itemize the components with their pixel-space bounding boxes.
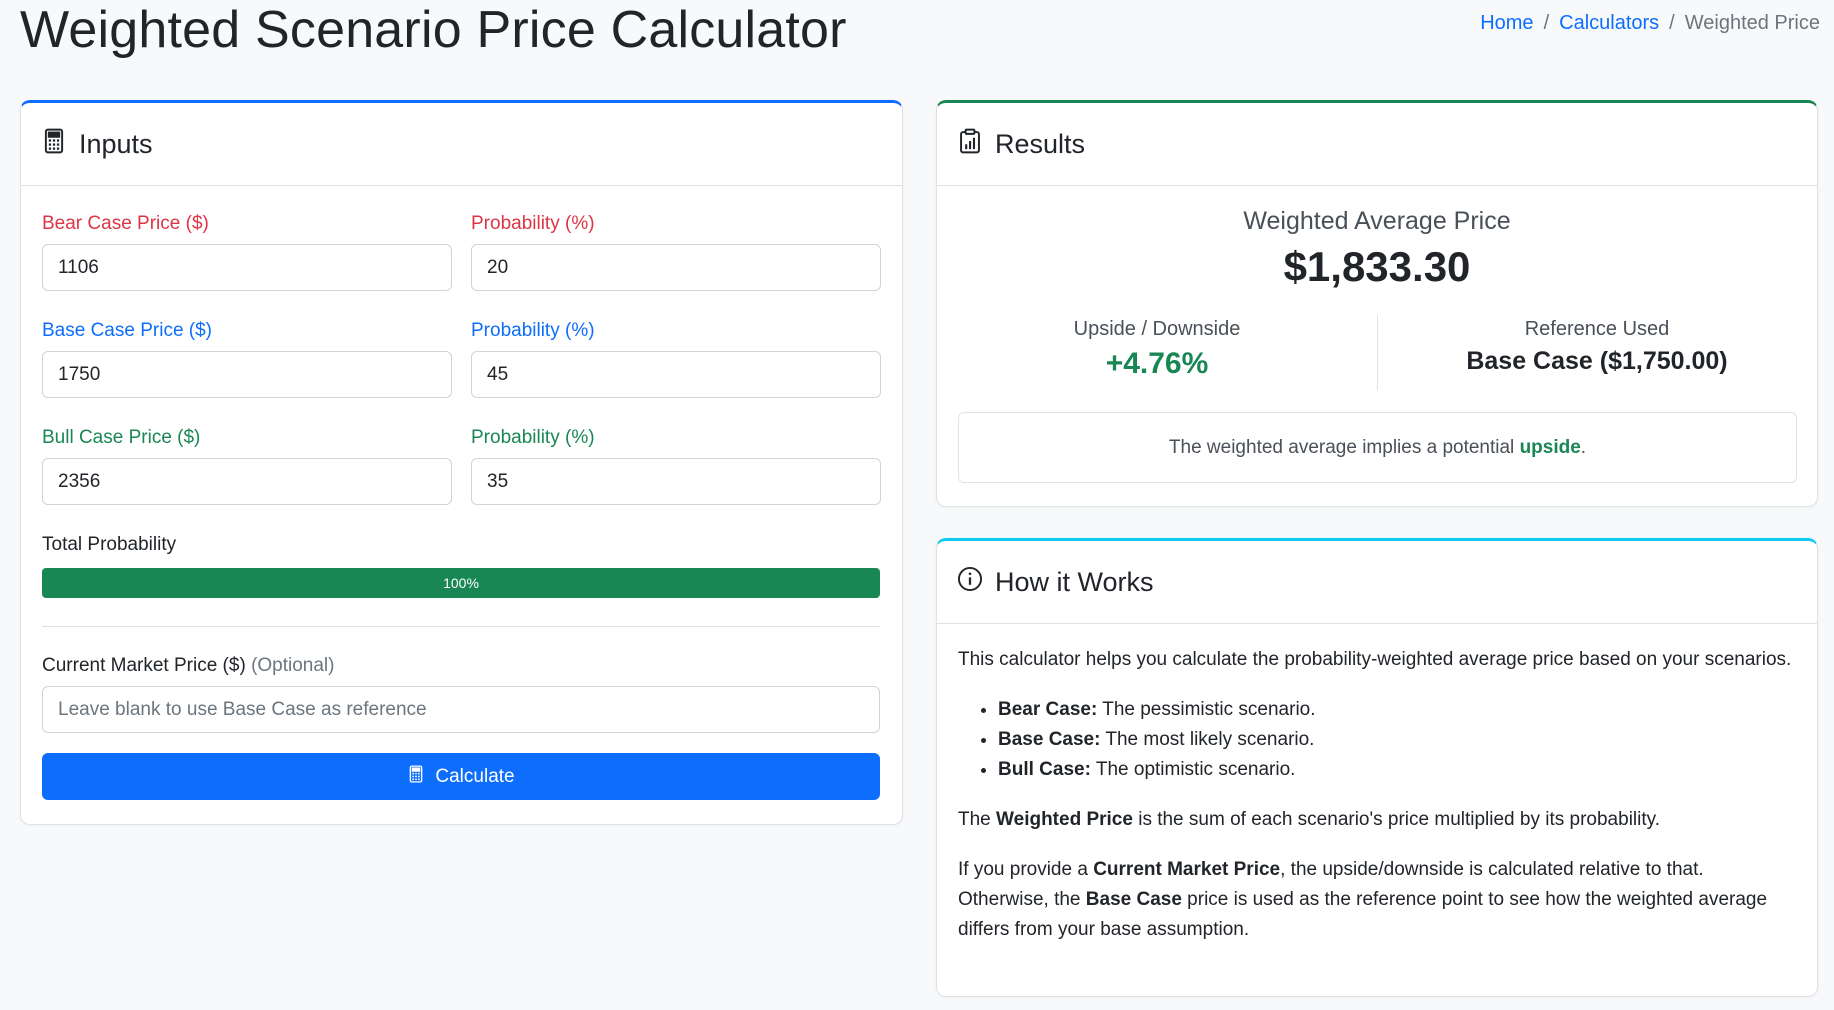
list-item: Bull Case: The optimistic scenario.	[998, 755, 1798, 785]
how-intro: This calculator helps you calculate the …	[958, 649, 1792, 670]
breadcrumb-calculators[interactable]: Calculators	[1559, 12, 1660, 34]
reference-column: Reference Used Base Case ($1,750.00)	[1377, 318, 1817, 376]
how-it-works-card: How it Works This calculator helps you c…	[936, 538, 1818, 997]
bear-probability-input[interactable]	[471, 244, 881, 291]
clipboard-chart-icon	[957, 128, 983, 161]
market-price-label: Current Market Price ($) (Optional)	[42, 655, 334, 677]
text: price is used as the reference point to …	[958, 889, 1768, 940]
base-probability-input[interactable]	[471, 351, 881, 398]
column-divider	[1377, 315, 1378, 390]
bear-probability-label: Probability (%)	[471, 213, 595, 234]
base-price-label: Base Case Price ($)	[42, 320, 213, 341]
list-item: Base Case: The most likely scenario.	[998, 725, 1798, 755]
weighted-average-label: Weighted Average Price	[1243, 207, 1511, 235]
bull-probability-label: Probability (%)	[471, 427, 595, 448]
text: is the sum of each scenario's price mult…	[1132, 809, 1661, 830]
how-weighted-paragraph: The Weighted Price is the sum of each sc…	[958, 805, 1798, 835]
breadcrumb-home[interactable]: Home	[1480, 12, 1534, 34]
bear-price-label: Bear Case Price ($)	[42, 213, 209, 234]
inputs-card: Inputs Bear Case Price ($) Probability (…	[20, 100, 903, 825]
list-term: Bull Case:	[998, 759, 1091, 780]
divider	[42, 626, 880, 627]
result-note-prefix: The weighted average implies a potential	[1168, 436, 1520, 458]
total-probability-fill: 100%	[42, 568, 880, 598]
results-card-header: Results	[937, 103, 1817, 186]
result-note-suffix: .	[1580, 436, 1587, 458]
text: If you provide a	[958, 859, 1094, 880]
how-title: How it Works	[995, 566, 1154, 597]
result-note-highlight: upside	[1519, 436, 1581, 458]
info-circle-icon	[957, 566, 983, 599]
text-bold: Current Market Price	[1093, 859, 1281, 880]
market-price-input[interactable]	[42, 686, 880, 733]
inputs-card-header: Inputs	[21, 103, 902, 186]
breadcrumb-separator: /	[1543, 12, 1550, 34]
text-bold: Weighted Price	[996, 809, 1133, 830]
text: The	[958, 809, 997, 830]
upside-downside-column: Upside / Downside +4.76%	[937, 318, 1377, 381]
list-desc: The optimistic scenario.	[1090, 759, 1296, 780]
base-probability-label: Probability (%)	[471, 320, 595, 341]
reference-used-value: Base Case ($1,750.00)	[1466, 347, 1728, 375]
calculate-button-label: Calculate	[435, 765, 515, 787]
breadcrumb-current: Weighted Price	[1684, 12, 1820, 34]
result-note: The weighted average implies a potential…	[958, 412, 1797, 483]
calculate-button[interactable]: Calculate	[42, 753, 880, 800]
bull-price-label: Bull Case Price ($)	[42, 427, 201, 448]
weighted-average-value: $1,833.30	[1283, 243, 1471, 290]
market-price-label-text: Current Market Price ($)	[42, 655, 246, 676]
bear-price-input[interactable]	[42, 244, 452, 291]
reference-used-label: Reference Used	[1524, 318, 1670, 340]
optional-hint: (Optional)	[251, 655, 335, 676]
results-card: Results Weighted Average Price $1,833.30…	[936, 100, 1818, 507]
total-probability-bar: 100%	[42, 568, 880, 598]
total-probability-value: 100%	[443, 575, 479, 591]
list-term: Base Case:	[998, 729, 1101, 750]
page-header: Weighted Scenario Price Calculator Home …	[20, 0, 1820, 80]
breadcrumb-separator: /	[1669, 12, 1675, 34]
upside-downside-label: Upside / Downside	[1073, 318, 1241, 340]
list-desc: The pessimistic scenario.	[1097, 699, 1316, 720]
calculator-icon	[407, 764, 425, 789]
breadcrumb: Home / Calculators / Weighted Price	[1480, 12, 1820, 35]
bull-probability-input[interactable]	[471, 458, 881, 505]
list-term: Bear Case:	[998, 699, 1098, 720]
bull-price-input[interactable]	[42, 458, 452, 505]
inputs-title: Inputs	[79, 128, 153, 159]
list-desc: The most likely scenario.	[1100, 729, 1315, 750]
how-body: This calculator helps you calculate the …	[958, 645, 1798, 965]
calculator-icon	[41, 128, 67, 161]
how-card-header: How it Works	[937, 541, 1817, 624]
results-title: Results	[995, 128, 1086, 159]
text-bold: Base Case	[1085, 889, 1182, 910]
page-title: Weighted Scenario Price Calculator	[20, 1, 847, 59]
how-reference-paragraph: If you provide a Current Market Price, t…	[958, 855, 1798, 945]
upside-downside-value: +4.76%	[1105, 347, 1209, 380]
scenario-list: Bear Case: The pessimistic scenario. Bas…	[998, 695, 1798, 785]
base-price-input[interactable]	[42, 351, 452, 398]
list-item: Bear Case: The pessimistic scenario.	[998, 695, 1798, 725]
text: , the upside/downside is calculated rela…	[958, 859, 1704, 910]
total-probability-label: Total Probability	[42, 534, 177, 555]
